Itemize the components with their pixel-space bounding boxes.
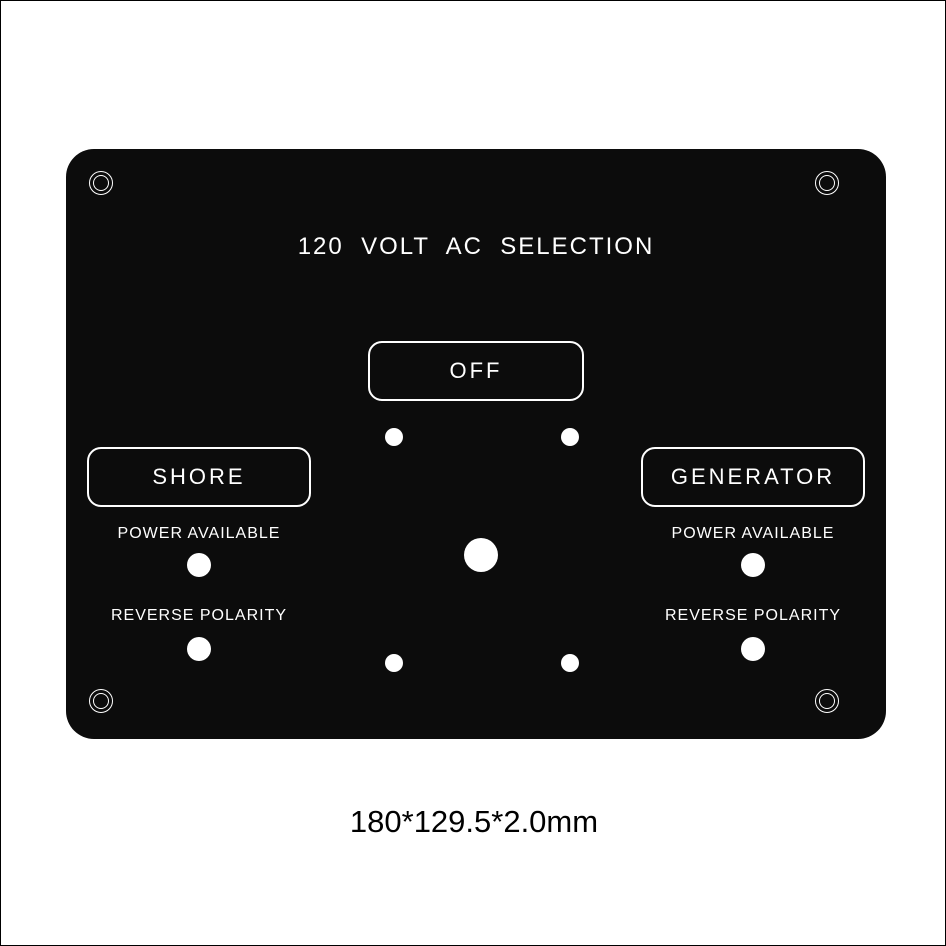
generator-polarity-led — [741, 637, 765, 661]
switch-hole-top-left — [385, 428, 403, 446]
switch-hole-bottom-right — [561, 654, 579, 672]
shore-reverse-polarity-label: REVERSE POLARITY — [49, 607, 349, 625]
switch-hole-top-right — [561, 428, 579, 446]
dimension-text: 180*129.5*2.0mm — [174, 804, 774, 840]
screw-bl-inner — [93, 693, 109, 709]
shore-label-pill: SHORE — [87, 447, 311, 507]
off-label-text: OFF — [450, 358, 503, 384]
shore-power-led — [187, 553, 211, 577]
generator-power-led — [741, 553, 765, 577]
off-label-pill: OFF — [368, 341, 584, 401]
screw-tl-inner — [93, 175, 109, 191]
shore-power-available-label: POWER AVAILABLE — [49, 525, 349, 543]
screw-tr-inner — [819, 175, 835, 191]
page: 120 VOLT AC SELECTION OFF SHORE GENERATO… — [0, 0, 946, 946]
shore-label-text: SHORE — [152, 464, 245, 490]
screw-br-inner — [819, 693, 835, 709]
generator-label-pill: GENERATOR — [641, 447, 865, 507]
generator-reverse-polarity-label: REVERSE POLARITY — [603, 607, 903, 625]
generator-power-available-label: POWER AVAILABLE — [603, 525, 903, 543]
shore-polarity-led — [187, 637, 211, 661]
generator-label-text: GENERATOR — [671, 464, 835, 490]
panel-title: 120 VOLT AC SELECTION — [176, 233, 776, 261]
switch-hole-bottom-left — [385, 654, 403, 672]
switch-hole-center — [464, 538, 498, 572]
